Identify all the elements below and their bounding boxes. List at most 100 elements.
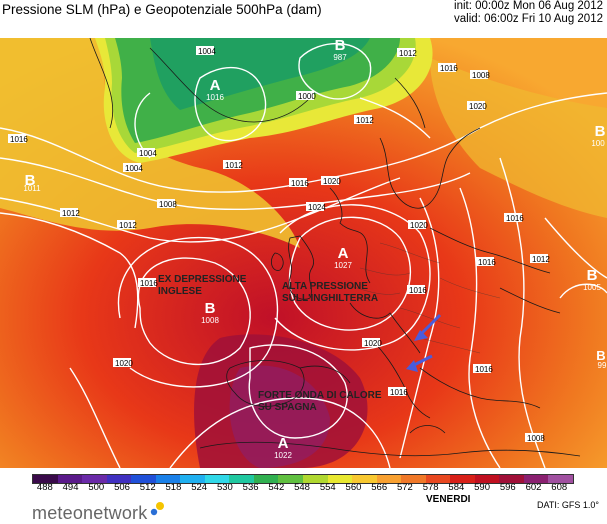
center-letter: A <box>210 77 221 94</box>
init-time: init: 00:00z Mon 06 Aug 2012 <box>454 0 603 12</box>
color-swatch <box>131 475 156 483</box>
center-letter: B <box>335 38 346 54</box>
color-swatch <box>155 475 181 483</box>
color-scale-bar <box>32 474 574 484</box>
color-swatch <box>106 475 132 483</box>
center-letter: B <box>205 300 216 317</box>
center-value: 100 <box>591 139 605 148</box>
center-value: 99 <box>598 361 607 370</box>
scale-tick: 584 <box>448 482 465 493</box>
scale-tick: 578 <box>422 482 439 493</box>
map-title: Pressione SLM (hPa) e Geopotenziale 500h… <box>2 2 322 17</box>
isobar-label: 1016 <box>10 135 28 144</box>
center-letter: A <box>278 435 289 452</box>
scale-tick: 548 <box>294 482 310 493</box>
coastlines <box>89 38 581 457</box>
logo-dots-icon <box>150 502 164 516</box>
weather-map: 1004 1004 1004 1000 1012 1016 1008 1012 … <box>0 38 607 468</box>
isobar-label: 1016 <box>478 258 496 267</box>
high-pressure-label: ALTA PRESSIONE SULL'INGHILTERRA <box>282 281 379 304</box>
green-zone-core <box>150 38 370 110</box>
scale-tick: 560 <box>345 482 362 493</box>
ex-depression-label: EX DEPRESSIONE INGLESE <box>158 274 247 297</box>
valid-time: valid: 06:00z Fri 10 Aug 2012 <box>454 13 603 25</box>
run-info: init: 00:00z Mon 06 Aug 2012 valid: 06:0… <box>454 0 603 26</box>
isobars <box>0 42 607 468</box>
isobar-label: 1012 <box>62 209 80 218</box>
scale-tick: 530 <box>216 482 233 493</box>
isobar-label: 1020 <box>364 339 382 348</box>
color-swatch <box>352 475 377 483</box>
isobar-label: 1000 <box>298 92 316 101</box>
center-value: 1011 <box>23 184 41 193</box>
center-letter: B <box>587 267 598 284</box>
isobar-label: 1016 <box>140 279 158 288</box>
yellow-band-east <box>430 58 607 218</box>
color-swatch <box>450 475 475 483</box>
scale-tick: 524 <box>191 482 208 493</box>
data-source: DATI: GFS 1.0° <box>537 500 599 510</box>
isobar-label: 1020 <box>115 359 133 368</box>
isobar-label: 1024 <box>308 203 326 212</box>
isobar-label: 1016 <box>390 388 408 397</box>
scale-tick: 590 <box>474 482 490 493</box>
isobar-label: 1020 <box>410 221 428 230</box>
borders <box>339 242 501 354</box>
color-swatch <box>278 475 304 483</box>
color-swatch <box>401 475 426 483</box>
isobar-label: 1008 <box>472 71 490 80</box>
color-swatch <box>253 475 279 483</box>
isobar-label: 1020 <box>469 102 487 111</box>
color-swatch <box>303 475 328 483</box>
color-scale-ticks: 488 494 500 506 512 518 524 530 536 542 548 554 560 5… <box>32 482 572 493</box>
forecast-day: VENERDI <box>426 494 471 505</box>
scale-tick: 500 <box>88 482 105 493</box>
scale-tick: 554 <box>319 482 336 493</box>
scale-tick: 596 <box>499 482 516 493</box>
color-swatch <box>425 475 451 483</box>
color-swatch <box>376 475 402 483</box>
scale-tick: 518 <box>165 482 182 493</box>
isobar-label: 1004 <box>139 149 157 158</box>
isobar-label: 1016 <box>291 179 309 188</box>
pressure-centers: A 1016 B 987 B 1011 A 1027 B 1008 A 1022… <box>23 38 607 460</box>
center-value: 1027 <box>334 261 352 270</box>
scale-tick: 536 <box>242 482 259 493</box>
center-letter: B <box>595 123 606 140</box>
isobar-labels: 1004 1004 1004 1000 1012 1016 1008 1012 … <box>8 46 550 443</box>
isobar-label: 1004 <box>125 164 143 173</box>
scale-tick: 566 <box>371 482 388 493</box>
isobar-label: 1016 <box>409 286 427 295</box>
isobar-label: 1008 <box>527 434 545 443</box>
center-value: 1008 <box>201 316 219 325</box>
meteonetwork-logo: meteonetwork <box>32 503 148 523</box>
isobar-label: 1008 <box>159 200 177 209</box>
color-swatch <box>204 475 230 483</box>
isobar-label: 1016 <box>475 365 493 374</box>
center-value: 987 <box>333 53 347 62</box>
color-swatch <box>499 475 524 483</box>
color-swatch <box>548 475 574 483</box>
center-value: 1005 <box>583 283 601 292</box>
color-swatch <box>523 475 549 483</box>
center-letter: B <box>596 348 605 363</box>
scale-tick: 512 <box>139 482 156 493</box>
scale-tick: 506 <box>114 482 130 493</box>
isobar-label: 1020 <box>323 177 341 186</box>
isobar-label: 1012 <box>532 255 550 264</box>
center-letter: A <box>338 245 349 262</box>
scale-tick: 542 <box>268 482 285 493</box>
scale-tick: 608 <box>551 482 568 493</box>
color-swatch <box>180 475 205 483</box>
scale-tick: 602 <box>525 482 542 493</box>
isobar-label: 1012 <box>399 49 417 58</box>
isobar-label: 1012 <box>119 221 137 230</box>
scale-tick: 572 <box>396 482 413 493</box>
isobar-label: 1012 <box>356 116 374 125</box>
wind-arrows <box>406 313 442 372</box>
center-value: 1016 <box>206 93 224 102</box>
center-value: 1022 <box>274 451 292 460</box>
scale-tick: 494 <box>62 482 79 493</box>
color-swatch <box>82 475 107 483</box>
heat-wave-label: FORTE ONDA DI CALORE SU SPAGNA <box>258 390 382 413</box>
